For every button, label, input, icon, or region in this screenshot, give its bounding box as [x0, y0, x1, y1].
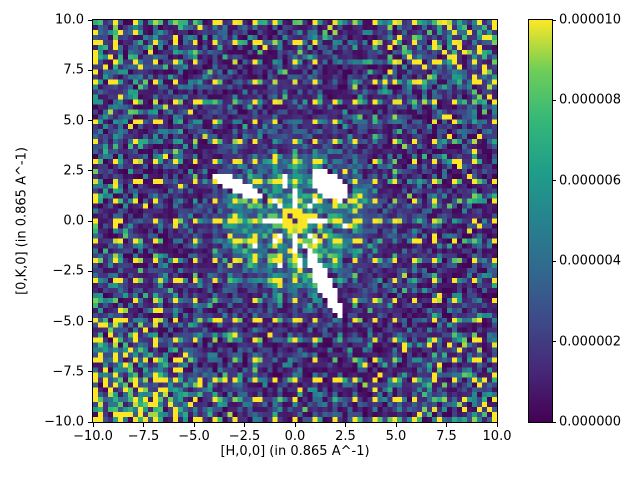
x-tick-label: −7.5 — [127, 429, 160, 444]
y-tick-label: 0.0 — [63, 213, 84, 229]
x-tick-mark — [345, 423, 346, 427]
x-tick-mark — [496, 423, 498, 427]
plot-area — [92, 19, 498, 423]
y-tick-label: −2.5 — [52, 263, 84, 279]
colorbar-tick-mark — [552, 19, 556, 21]
y-tick-label: −10.0 — [44, 414, 84, 430]
y-tick-mark — [88, 19, 92, 21]
x-tick-mark — [193, 423, 195, 427]
y-tick-mark — [88, 220, 92, 222]
colorbar-tick-mark — [552, 99, 556, 101]
x-axis-label: [H,0,0] (in 0.865 A^-1) — [220, 444, 370, 459]
x-tick-label: 2.5 — [335, 429, 356, 444]
colorbar-tick-label: 0.000010 — [559, 12, 622, 28]
x-tick-mark — [395, 423, 397, 427]
colorbar-tick-mark — [552, 180, 556, 182]
colorbar-tick-label: 0.000000 — [559, 414, 622, 430]
colorbar-tick-label: 0.000008 — [559, 92, 622, 108]
y-tick-mark — [88, 69, 92, 71]
y-tick-label: −7.5 — [52, 364, 84, 380]
y-axis-label: [0,K,0] (in 0.865 A^-1) — [14, 147, 30, 295]
y-tick-mark — [88, 120, 92, 121]
colorbar-tick-label: 0.000004 — [559, 253, 622, 269]
x-tick-label: −10.0 — [73, 429, 113, 444]
colorbar — [528, 19, 553, 423]
y-tick-mark — [88, 371, 92, 373]
x-tick-mark — [143, 423, 144, 427]
x-tick-mark — [294, 423, 296, 427]
y-tick-label: 10.0 — [55, 12, 84, 28]
y-tick-label: −5.0 — [52, 314, 84, 329]
x-tick-label: 0.0 — [284, 429, 306, 444]
colorbar-tick-label: 0.000006 — [559, 173, 622, 189]
x-tick-label: −2.5 — [228, 429, 261, 444]
y-tick-mark — [88, 170, 92, 172]
y-tick-label: 5.0 — [63, 113, 84, 128]
x-tick-label: −5.0 — [178, 429, 210, 444]
y-tick-mark — [88, 421, 92, 423]
x-tick-label: 10.0 — [482, 429, 512, 444]
x-tick-label: 7.5 — [436, 429, 457, 444]
x-tick-mark — [446, 423, 447, 427]
colorbar-tick-mark — [552, 341, 556, 343]
x-tick-label: 5.0 — [385, 429, 407, 444]
x-tick-mark — [244, 423, 245, 427]
y-tick-mark — [88, 270, 92, 272]
y-tick-label: 7.5 — [63, 62, 84, 78]
x-tick-mark — [92, 423, 94, 427]
heatmap-canvas — [93, 20, 497, 422]
y-tick-mark — [88, 321, 92, 322]
colorbar-tick-mark — [552, 260, 556, 262]
y-tick-label: 2.5 — [63, 163, 84, 179]
colorbar-tick-mark — [552, 421, 556, 423]
colorbar-tick-label: 0.000002 — [559, 334, 622, 350]
